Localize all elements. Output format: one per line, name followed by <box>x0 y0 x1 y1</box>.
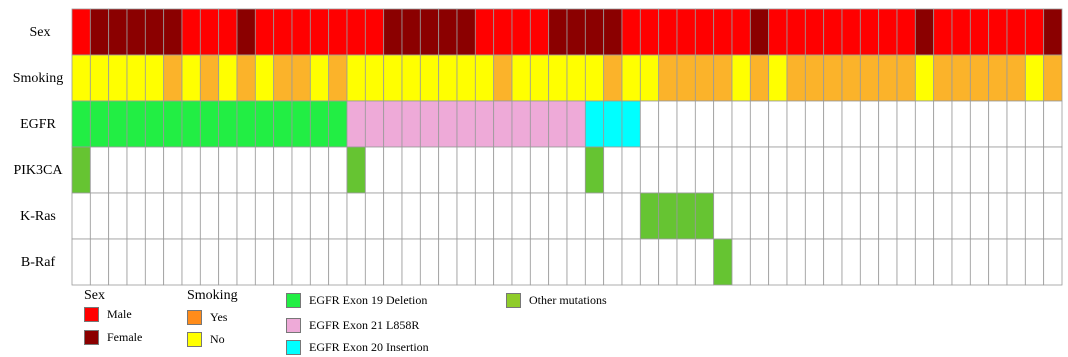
legend-label-no: No <box>210 332 225 346</box>
cell-braf-53 <box>1043 238 1063 286</box>
heatmap-cells <box>71 8 1063 286</box>
row-label-kras: K-Ras <box>20 209 56 224</box>
legend-swatch-yes <box>187 310 202 325</box>
legend-sex-title: Sex <box>84 288 105 303</box>
legend-label-exon21: EGFR Exon 21 L858R <box>309 318 420 332</box>
legend-label-exon19: EGFR Exon 19 Deletion <box>309 293 428 307</box>
legend-item-other: Other mutations <box>506 293 607 308</box>
row-label-egfr: EGFR <box>20 117 56 132</box>
row-label-sex: Sex <box>30 25 51 40</box>
row-label-braf: B-Raf <box>21 255 56 270</box>
legend-smoking-title: Smoking <box>187 288 238 303</box>
row-label-pik3ca: PIK3CA <box>13 163 63 178</box>
oncoprint-heatmap: Sex Smoking EGFR PIK3CA K-Ras B-Raf <box>13 8 1063 286</box>
legend-item-female: Female <box>84 330 142 345</box>
legend-label-yes: Yes <box>210 310 228 324</box>
legend-label-female: Female <box>107 330 143 344</box>
legend-item-yes: Yes <box>187 310 227 325</box>
legend-item-male: Male <box>84 307 132 322</box>
legend-item-no: No <box>187 332 225 347</box>
legend-swatch-exon19 <box>286 293 301 308</box>
legend-item-exon20: EGFR Exon 20 Insertion <box>286 340 429 355</box>
legend-label-exon20: EGFR Exon 20 Insertion <box>309 340 429 354</box>
legend-item-exon19: EGFR Exon 19 Deletion <box>286 293 427 308</box>
legend-swatch-other <box>506 293 521 308</box>
legend-swatch-female <box>84 330 99 345</box>
legend-label-other: Other mutations <box>529 293 607 307</box>
row-label-smoking: Smoking <box>13 71 64 86</box>
legend-swatch-exon20 <box>286 340 301 355</box>
legend-item-exon21: EGFR Exon 21 L858R <box>286 318 419 333</box>
legend-swatch-male <box>84 307 99 322</box>
legend-label-male: Male <box>107 307 132 321</box>
row-labels: Sex Smoking EGFR PIK3CA K-Ras B-Raf <box>13 25 64 270</box>
legend-swatch-exon21 <box>286 318 301 333</box>
legend-swatch-no <box>187 332 202 347</box>
